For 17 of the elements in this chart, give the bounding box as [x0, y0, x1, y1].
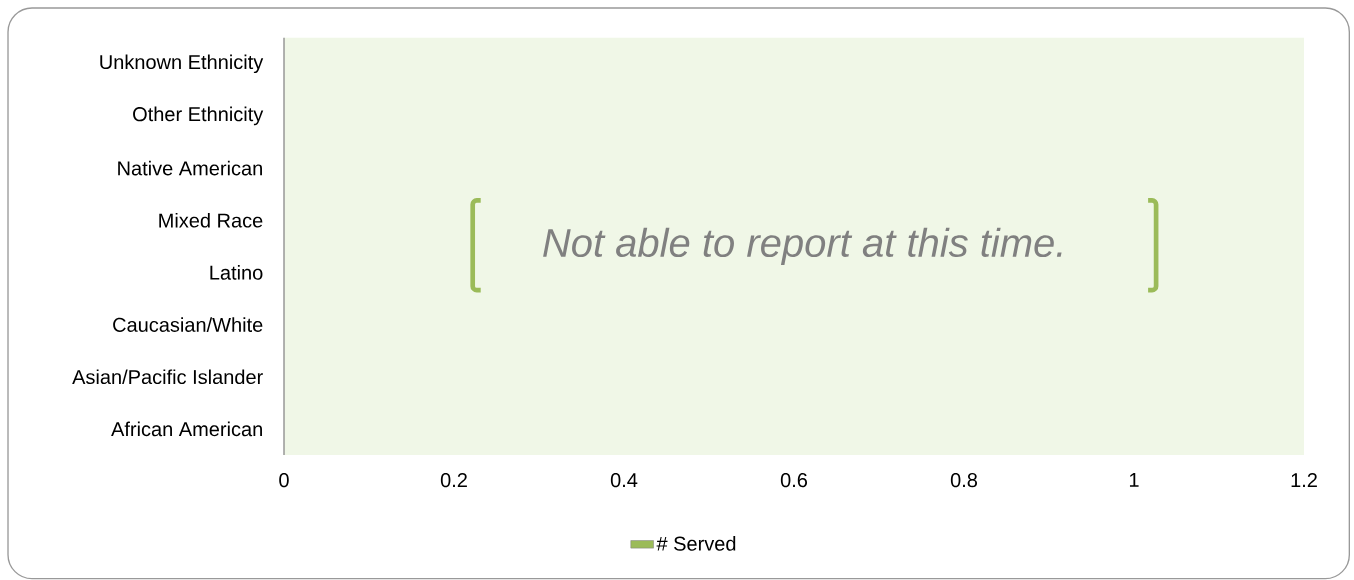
annotation: Not able to report at this time.	[543, 227, 1062, 265]
y-tick-label: Latino	[210, 265, 263, 280]
x-tick-label: 1.2	[1291, 473, 1317, 487]
legend-label: # Served	[656, 536, 736, 551]
y-tick-label: Asian/Pacific Islander	[72, 369, 263, 385]
x-tick-label: 0	[279, 473, 289, 488]
x-tick-label: 0.4	[610, 473, 638, 488]
x-tick-label: 0.8	[950, 473, 978, 488]
y-tick-label: African American	[111, 421, 262, 437]
x-tick-label: 0.2	[440, 473, 467, 488]
y-tick-label: Caucasian/White	[113, 317, 263, 332]
x-tick-label: 0.6	[780, 473, 808, 488]
y-tick-label: Mixed Race	[159, 212, 263, 228]
y-tick-label: Native American	[118, 160, 262, 176]
x-tick-label: 1	[1129, 473, 1139, 487]
y-tick-label: Unknown Ethnicity	[100, 54, 264, 74]
y-tick-label: Other Ethnicity	[133, 106, 264, 126]
